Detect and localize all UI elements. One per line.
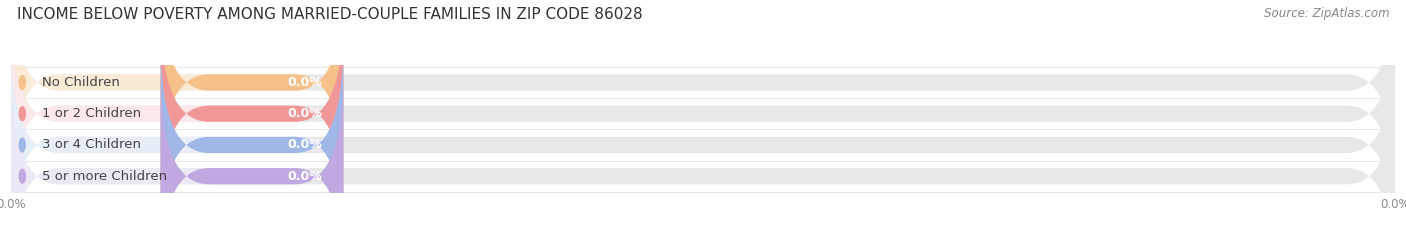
Circle shape — [20, 107, 25, 121]
FancyBboxPatch shape — [160, 12, 343, 215]
Text: 1 or 2 Children: 1 or 2 Children — [42, 107, 141, 120]
Text: 5 or more Children: 5 or more Children — [42, 170, 167, 183]
FancyBboxPatch shape — [11, 12, 343, 215]
Text: 0.0%: 0.0% — [288, 76, 322, 89]
Text: 0.0%: 0.0% — [288, 107, 322, 120]
Text: 0.0%: 0.0% — [288, 138, 322, 151]
Text: Source: ZipAtlas.com: Source: ZipAtlas.com — [1264, 7, 1389, 20]
FancyBboxPatch shape — [11, 0, 343, 184]
FancyBboxPatch shape — [11, 44, 1395, 233]
FancyBboxPatch shape — [11, 75, 1395, 233]
FancyBboxPatch shape — [160, 44, 343, 233]
FancyBboxPatch shape — [11, 75, 343, 233]
Text: 3 or 4 Children: 3 or 4 Children — [42, 138, 141, 151]
FancyBboxPatch shape — [160, 75, 343, 233]
FancyBboxPatch shape — [160, 0, 343, 184]
FancyBboxPatch shape — [11, 0, 1395, 184]
FancyBboxPatch shape — [11, 44, 343, 233]
Text: No Children: No Children — [42, 76, 120, 89]
FancyBboxPatch shape — [11, 12, 1395, 215]
Text: 0.0%: 0.0% — [288, 170, 322, 183]
Text: INCOME BELOW POVERTY AMONG MARRIED-COUPLE FAMILIES IN ZIP CODE 86028: INCOME BELOW POVERTY AMONG MARRIED-COUPL… — [17, 7, 643, 22]
Circle shape — [20, 138, 25, 152]
Circle shape — [20, 75, 25, 89]
Circle shape — [20, 169, 25, 183]
